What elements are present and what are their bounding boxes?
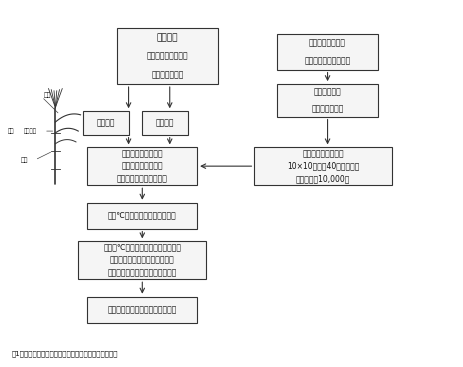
- Text: 接種部位: 接種部位: [23, 128, 37, 134]
- Text: 出穂約２０〜３０日後に発病調査: 出穂約２０〜３０日後に発病調査: [107, 305, 177, 314]
- Bar: [78, 241, 206, 279]
- Text: （発病好適環境下であれば良い）: （発病好適環境下であれば良い）: [107, 268, 177, 277]
- Bar: [277, 84, 378, 117]
- Text: 10×10倍、約40個／１視野: 10×10倍、約40個／１視野: [287, 162, 359, 171]
- Text: いもち病菌体培養: いもち病菌体培養: [309, 38, 346, 47]
- Text: 展着剤加用10,000倍: 展着剤加用10,000倍: [296, 174, 350, 184]
- Text: 穂ばらみ初期〜中期: 穂ばらみ初期〜中期: [121, 149, 163, 158]
- Text: 分生胞子懸濁液作成: 分生胞子懸濁液作成: [302, 149, 344, 158]
- Bar: [88, 203, 197, 229]
- Text: （ポット使用）: （ポット使用）: [151, 70, 184, 79]
- Text: 止葉: 止葉: [44, 92, 51, 98]
- Text: 通常栽培: 通常栽培: [96, 119, 115, 127]
- Text: 播　　種: 播 種: [156, 33, 178, 42]
- Bar: [142, 111, 188, 135]
- Text: ２５℃の室室で約４０時間保持: ２５℃の室室で約４０時間保持: [108, 211, 177, 220]
- Text: 分生胞子形成: 分生胞子形成: [314, 88, 341, 97]
- Text: 約２５℃の室室内で昼間３時間間隔: 約２５℃の室室内で昼間３時間間隔: [103, 243, 181, 252]
- Text: （確定・標準品種）: （確定・標準品種）: [147, 52, 188, 61]
- Text: で５回、３０〜４０秒降雨処理: で５回、３０〜４０秒降雨処理: [110, 256, 175, 265]
- Bar: [277, 33, 378, 70]
- Bar: [117, 28, 218, 84]
- Bar: [254, 148, 392, 185]
- Text: 葉鞘: 葉鞘: [21, 157, 29, 163]
- Text: 図1　穂いもち圃場抵抗性の止葉葉節接種検定法の手順: 図1 穂いもち圃場抵抗性の止葉葉節接種検定法の手順: [12, 350, 119, 357]
- Text: （スポット接種器利用）: （スポット接種器利用）: [117, 174, 168, 184]
- Text: 葉吉: 葉吉: [7, 128, 14, 134]
- Text: 短日処理: 短日処理: [156, 119, 175, 127]
- Text: 止葉葉身基部へ接種: 止葉葉身基部へ接種: [121, 162, 163, 171]
- Bar: [88, 297, 197, 323]
- Bar: [83, 111, 129, 135]
- Text: （オートミール培増）: （オートミール培増）: [305, 56, 350, 65]
- Bar: [88, 148, 197, 185]
- Text: （光照射３日）: （光照射３日）: [312, 104, 344, 113]
